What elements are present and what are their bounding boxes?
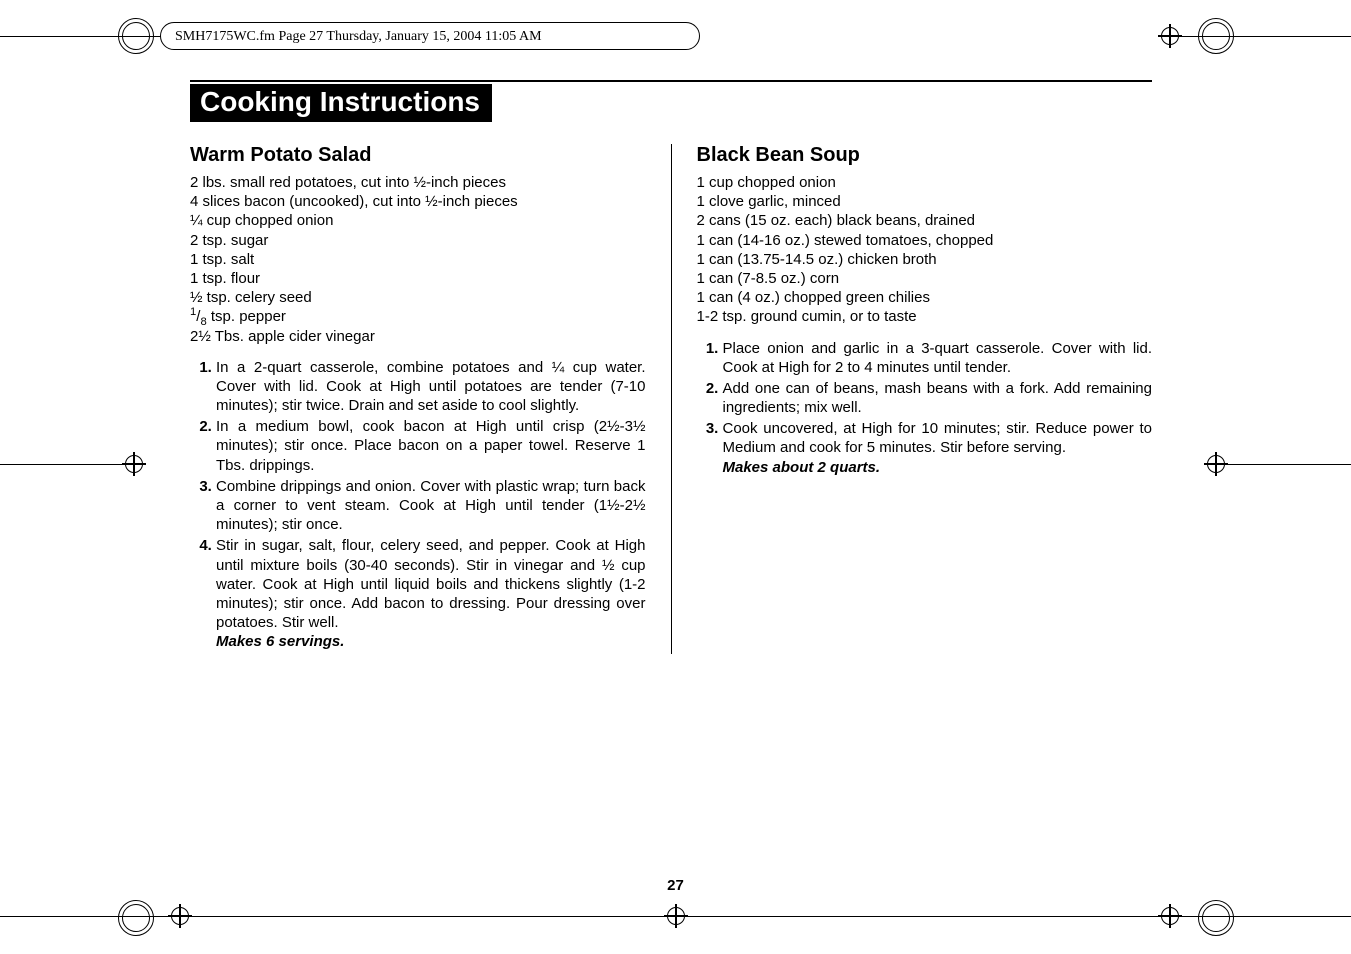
ingredient: 1 can (7-8.5 oz.) corn	[697, 269, 1153, 288]
recipe-black-bean-soup: Black Bean Soup 1 cup chopped onion 1 cl…	[671, 144, 1153, 654]
section-title: Cooking Instructions	[190, 84, 492, 122]
page-slug-text: SMH7175WC.fm Page 27 Thursday, January 1…	[175, 29, 542, 44]
ingredient: 1 can (13.75-14.5 oz.) chicken broth	[697, 250, 1153, 269]
printers-mark-circle	[118, 900, 154, 936]
printers-mark-cross	[1204, 452, 1228, 476]
ingredient: 1 clove garlic, minced	[697, 192, 1153, 211]
section-rule	[190, 80, 1152, 82]
recipe-yield: Makes about 2 quarts.	[723, 459, 881, 476]
recipe-step: Stir in sugar, salt, flour, celery seed,…	[216, 536, 646, 651]
ingredient: 1-2 tsp. ground cumin, or to taste	[697, 307, 1153, 326]
recipe-step: In a medium bowl, cook bacon at High unt…	[216, 417, 646, 475]
printers-mark-cross	[664, 904, 688, 928]
recipe-step: Combine drippings and onion. Cover with …	[216, 477, 646, 535]
page-number: 27	[0, 877, 1351, 894]
ingredient: 1 can (4 oz.) chopped green chilies	[697, 288, 1153, 307]
ingredient: 1 tsp. salt	[190, 250, 646, 269]
recipe-steps: Place onion and garlic in a 3-quart cass…	[697, 339, 1153, 477]
recipe-step: Add one can of beans, mash beans with a …	[723, 379, 1153, 417]
recipe-step: Cook uncovered, at High for 10 minutes; …	[723, 419, 1153, 477]
printers-mark-line	[0, 464, 122, 465]
recipe-warm-potato-salad: Warm Potato Salad 2 lbs. small red potat…	[190, 144, 671, 654]
recipe-step: Place onion and garlic in a 3-quart cass…	[723, 339, 1153, 377]
printers-mark-line	[192, 916, 664, 917]
printers-mark-cross	[122, 452, 146, 476]
ingredient: 2 cans (15 oz. each) black beans, draine…	[697, 211, 1153, 230]
ingredient: 2½ Tbs. apple cider vinegar	[190, 327, 646, 346]
recipe-steps: In a 2-quart casserole, combine potatoes…	[190, 358, 646, 652]
ingredient: ½ tsp. celery seed	[190, 288, 646, 307]
printers-mark-circle	[1198, 900, 1234, 936]
printers-mark-line	[1182, 36, 1351, 37]
ingredient: ¼ cup chopped onion	[190, 211, 646, 230]
ingredient: 1 cup chopped onion	[697, 173, 1153, 192]
ingredient: 2 tsp. sugar	[190, 231, 646, 250]
recipe-yield: Makes 6 servings.	[216, 633, 344, 650]
printers-mark-cross	[168, 904, 192, 928]
printers-mark-line	[0, 916, 168, 917]
ingredient: 1 tsp. flour	[190, 269, 646, 288]
printers-mark-line	[1182, 916, 1351, 917]
page-content: Cooking Instructions Warm Potato Salad 2…	[190, 80, 1152, 654]
printers-mark-line	[0, 36, 168, 37]
recipe-step: In a 2-quart casserole, combine potatoes…	[216, 358, 646, 416]
printers-mark-cross	[1158, 904, 1182, 928]
printers-mark-line	[1228, 464, 1351, 465]
printers-mark-line	[688, 916, 1158, 917]
recipe-title: Warm Potato Salad	[190, 144, 646, 167]
printers-mark-cross	[1158, 24, 1182, 48]
ingredient: 1 can (14-16 oz.) stewed tomatoes, chopp…	[697, 231, 1153, 250]
recipe-title: Black Bean Soup	[697, 144, 1153, 167]
page-slug: SMH7175WC.fm Page 27 Thursday, January 1…	[160, 22, 700, 50]
ingredient: 4 slices bacon (uncooked), cut into ½-in…	[190, 192, 646, 211]
ingredient: 1/8 tsp. pepper	[190, 307, 646, 326]
ingredient: 2 lbs. small red potatoes, cut into ½-in…	[190, 173, 646, 192]
